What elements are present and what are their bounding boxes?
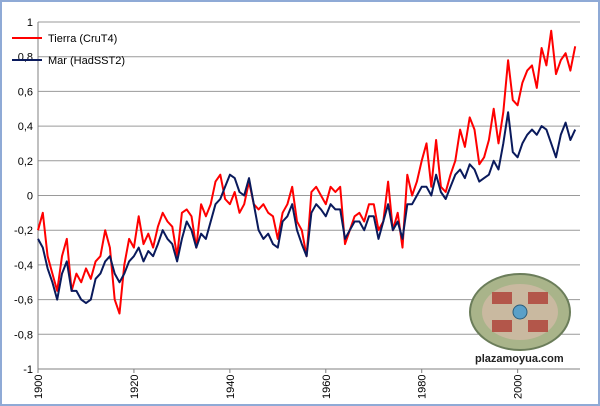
logo-block-1 — [492, 292, 512, 304]
logo-fountain — [512, 304, 528, 320]
series-line-tierra — [37, 29, 577, 315]
y-tick-label: 0,2 — [18, 156, 33, 168]
y-tick-label: 1 — [27, 17, 33, 29]
y-tick-label: 0,4 — [18, 121, 33, 133]
x-tick-label: 1900 — [33, 375, 45, 399]
watermark-text: plazamoyua.com — [475, 353, 564, 365]
y-tick-label: -0,2 — [14, 225, 33, 237]
x-tick-label: 1920 — [129, 375, 141, 399]
logo-block-3 — [492, 320, 512, 332]
legend: Tierra (CruT4) Mar (HadSST2) — [12, 33, 125, 67]
legend-label-mar: Mar (HadSST2) — [48, 55, 125, 67]
x-tick-label: 2000 — [513, 375, 525, 399]
x-tick-labels: 1900 1920 1940 1960 1980 2000 — [33, 375, 525, 399]
logo-block-4 — [528, 320, 548, 332]
y-tick-labels: -1 -0,8 -0,6 -0,4 -0,2 0 0,2 0,4 0,6 0,8 1 — [14, 17, 33, 376]
axes — [37, 22, 580, 373]
series-lines — [37, 29, 577, 315]
x-tick-label: 1940 — [225, 375, 237, 399]
legend-label-tierra: Tierra (CruT4) — [48, 33, 117, 45]
series-line-mar — [37, 111, 577, 305]
logo-block-2 — [528, 292, 548, 304]
y-tick-label: -0,6 — [14, 295, 33, 307]
y-tick-label: 0,6 — [18, 86, 33, 98]
y-tick-label: -1 — [23, 364, 33, 376]
x-tick-label: 1980 — [417, 375, 429, 399]
watermark-logo: plazamoyua.com — [469, 273, 571, 365]
x-tick-label: 1960 — [321, 375, 333, 399]
y-tick-label: -0,8 — [14, 329, 33, 341]
y-tick-label: -0,4 — [14, 260, 33, 272]
y-tick-label: 0,8 — [18, 52, 33, 64]
y-tick-label: 0 — [27, 191, 33, 203]
